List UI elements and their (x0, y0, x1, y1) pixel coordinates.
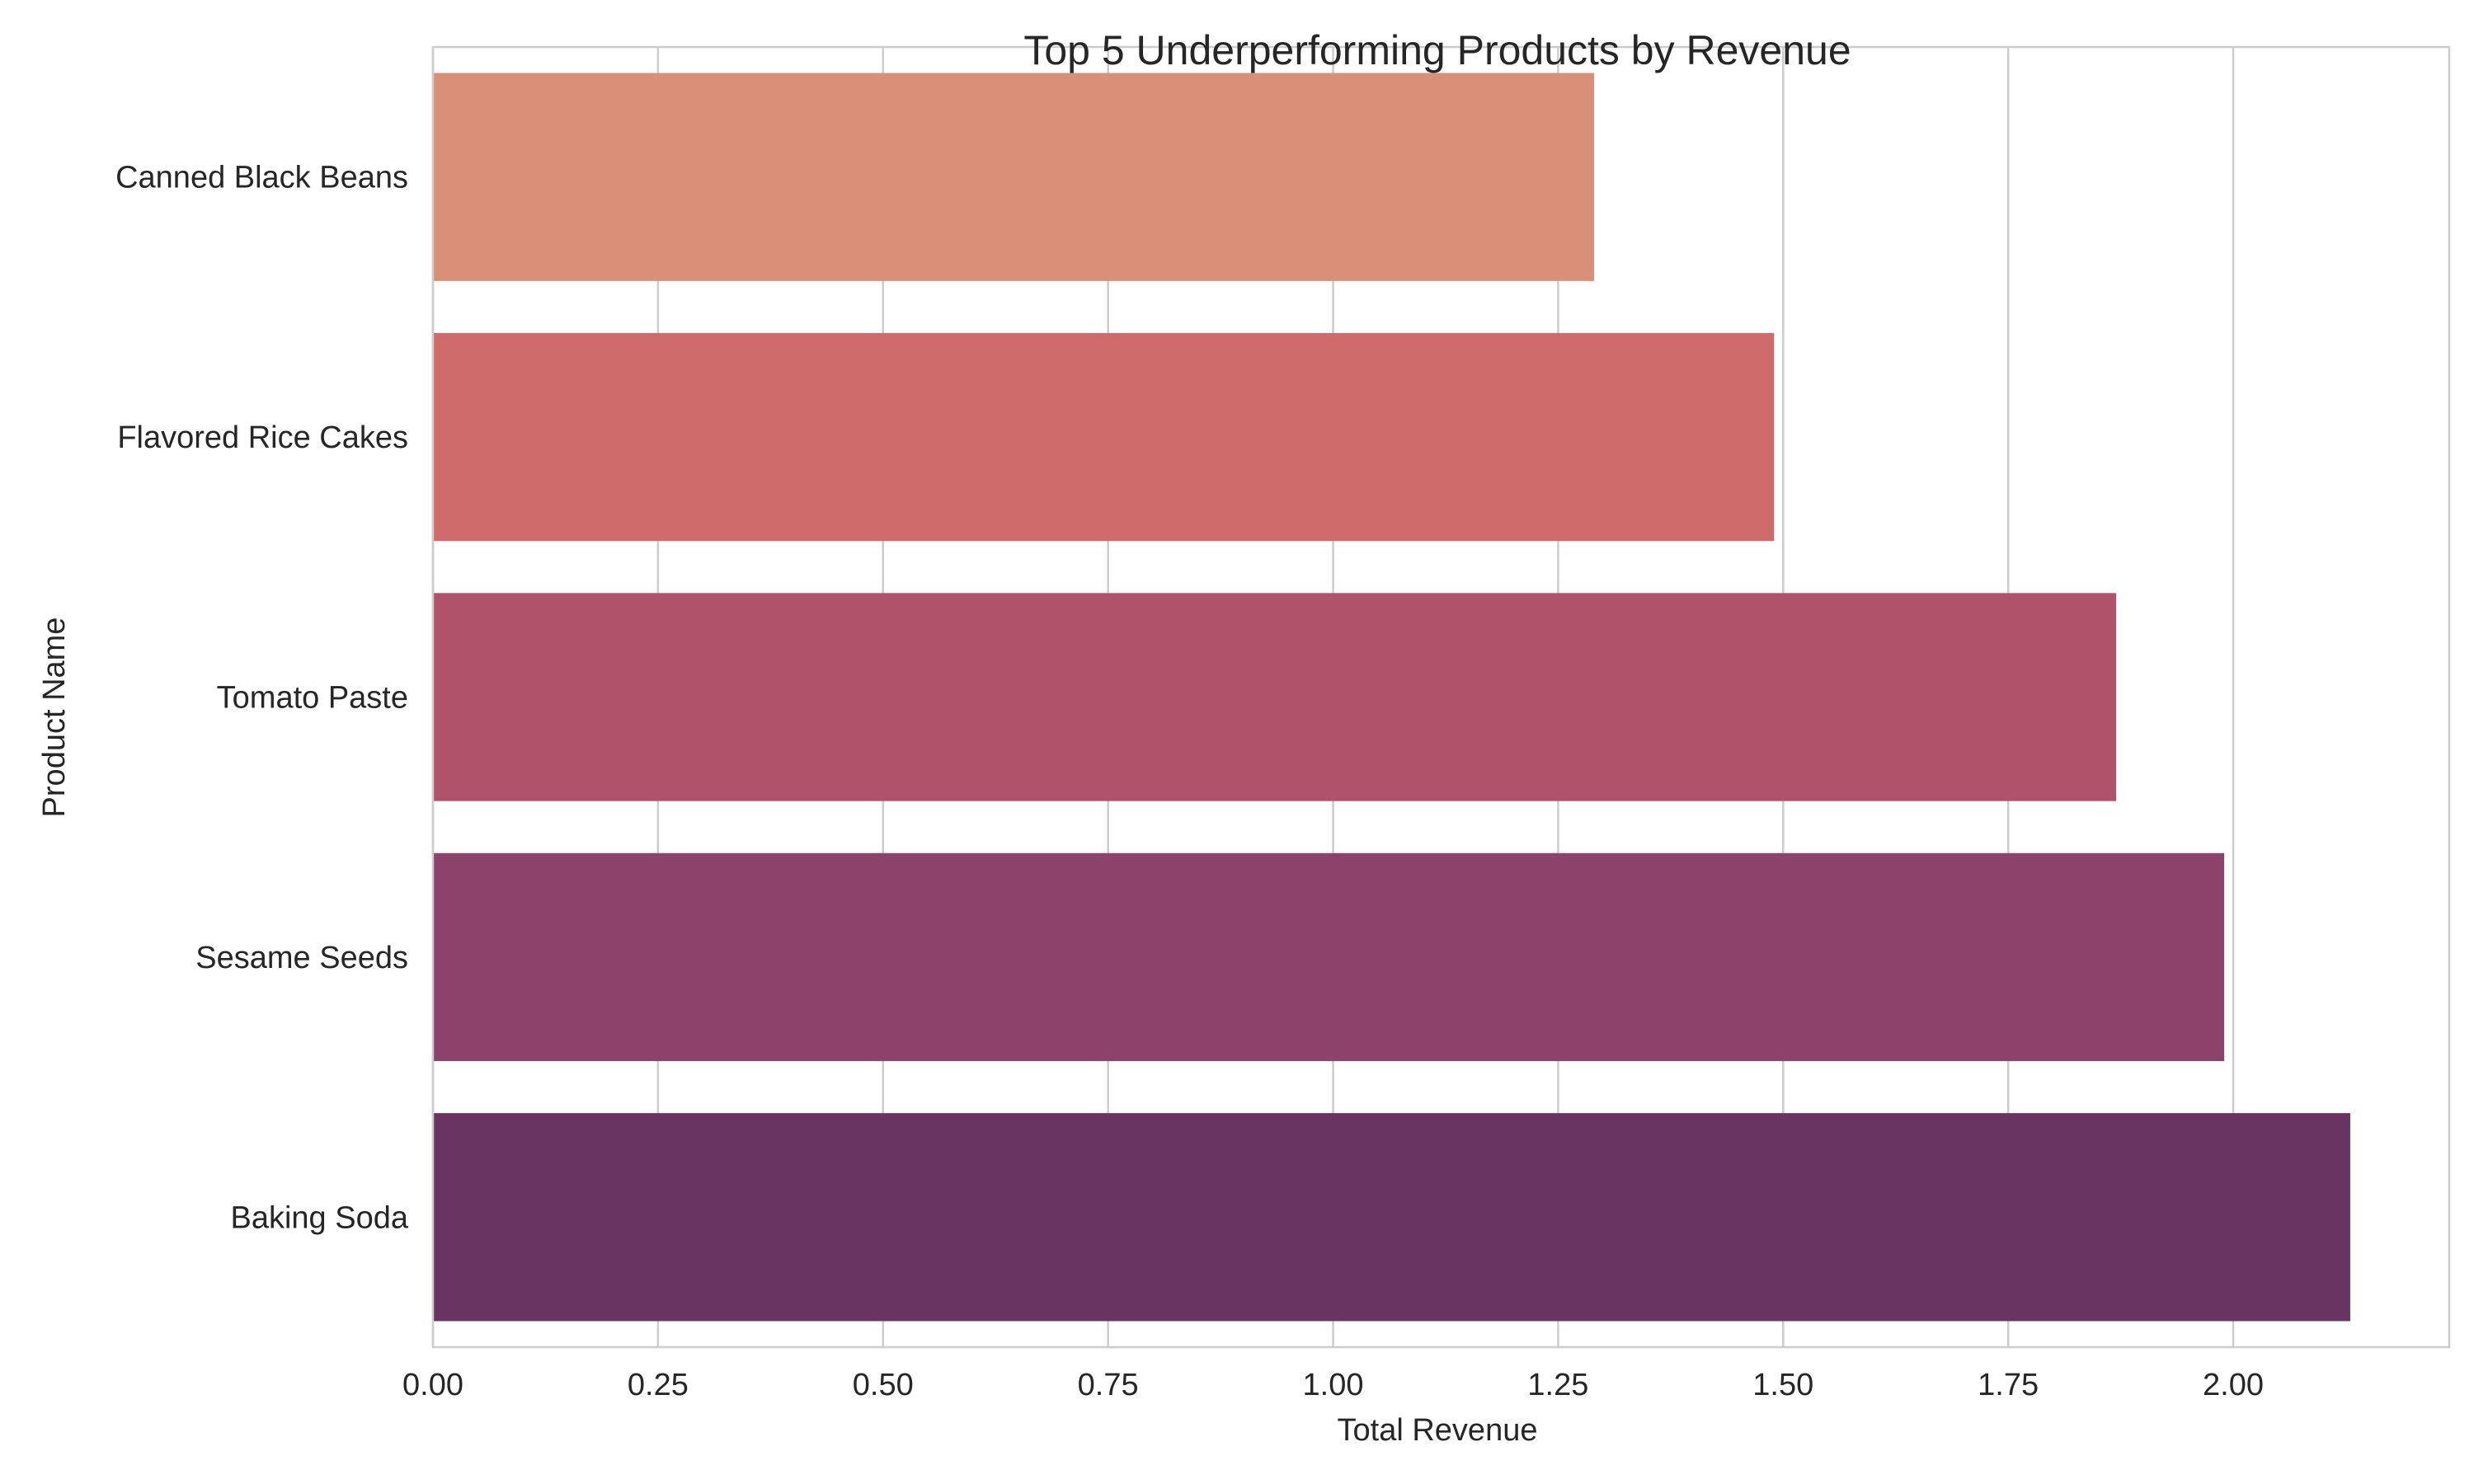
x-tick-label: 1.50 (1752, 1368, 1813, 1402)
y-tick-label: Canned Black Beans (115, 161, 408, 195)
x-tick-label: 0.25 (628, 1368, 689, 1402)
bar (433, 332, 1775, 542)
bar (433, 73, 1595, 281)
y-tick-label: Flavored Rice Cakes (117, 420, 408, 455)
x-tick-label: 1.00 (1303, 1368, 1364, 1402)
y-tick-label: Sesame Seeds (195, 941, 408, 975)
y-tick-label: Baking Soda (231, 1200, 409, 1235)
x-axis-label: Total Revenue (1338, 1413, 1538, 1448)
y-axis-label: Product Name (37, 618, 72, 818)
x-tick-label: 2.00 (2203, 1368, 2264, 1402)
bar (433, 1113, 2350, 1322)
y-tick-labels: Canned Black Beans Flavored Rice Cakes Tom… (115, 161, 409, 1236)
x-tick-label: 1.75 (1978, 1368, 2039, 1402)
x-tick-labels: 0.00 0.25 0.50 0.75 1.00 1.25 1.50 1.75 2.00 (402, 1368, 2264, 1402)
x-tick-label: 0.00 (402, 1368, 463, 1402)
x-tick-label: 0.50 (853, 1368, 914, 1402)
y-tick-label: Tomato Paste (217, 681, 408, 716)
x-tick-label: 1.25 (1527, 1368, 1588, 1402)
plot-frame (431, 45, 2451, 1349)
bar (433, 852, 2225, 1062)
bars (433, 73, 2350, 1322)
x-tick-label: 0.75 (1078, 1368, 1139, 1402)
bar (433, 593, 2117, 801)
chart-title: Top 5 Underperforming Products by Revenu… (1023, 27, 1851, 73)
